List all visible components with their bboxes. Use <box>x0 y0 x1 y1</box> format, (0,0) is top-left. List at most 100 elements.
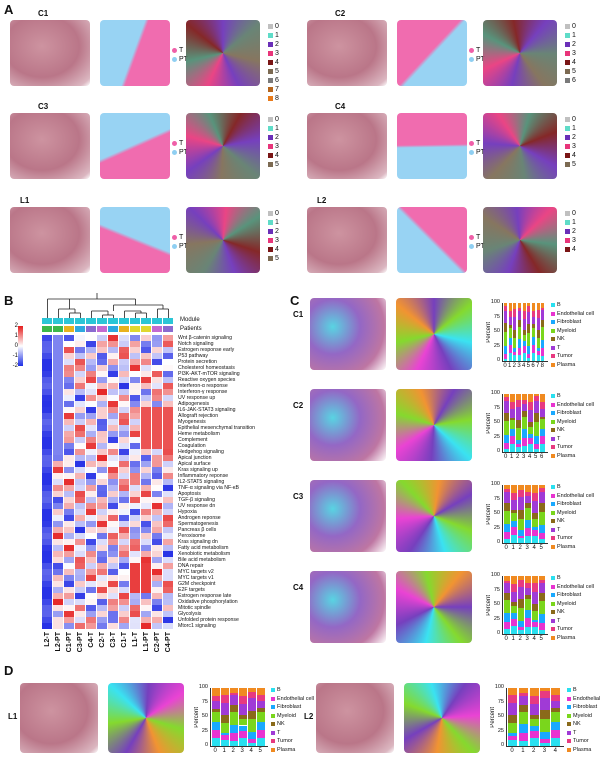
he-image-l1 <box>10 207 90 273</box>
bar-segment <box>532 583 538 592</box>
heatmap-cell <box>75 407 86 413</box>
bar-segment <box>525 491 531 497</box>
bar-segment <box>527 346 531 354</box>
heatmap-cell <box>86 455 97 461</box>
heatmap-cell <box>86 383 97 389</box>
bar-segment <box>532 576 538 584</box>
cluster-legend-text: 3 <box>275 50 279 57</box>
heatmap-cell <box>163 545 174 551</box>
heatmap-cell <box>152 569 163 575</box>
y-tick: 50 <box>493 328 500 334</box>
heatmap-cell <box>64 413 75 419</box>
heatmap-cell <box>42 491 53 497</box>
bar-segment <box>529 725 539 731</box>
heatmap-cell <box>75 593 86 599</box>
legend-swatch <box>551 311 555 316</box>
bar-segment <box>518 586 524 600</box>
heatmap-cell <box>53 617 64 623</box>
heatmap-cell <box>130 335 141 341</box>
heatmap-cell <box>152 467 163 473</box>
cluster-legend-item: 4 <box>268 58 279 67</box>
tpt-legend: T PT <box>469 139 485 157</box>
bar-segment <box>511 513 517 521</box>
bar-segment <box>525 527 531 537</box>
legend-swatch <box>551 584 555 589</box>
heatmap-cell <box>152 371 163 377</box>
legend-swatch <box>469 57 474 62</box>
bar-segment <box>212 722 220 731</box>
heatmap-cell <box>119 437 130 443</box>
heatmap-cell <box>130 515 141 521</box>
bar-segment <box>257 707 265 712</box>
heatmap-cell <box>97 389 108 395</box>
he-image-d-l1 <box>20 683 98 753</box>
module-cell <box>152 318 163 324</box>
bar-segment <box>212 701 220 709</box>
heatmap-cell <box>163 383 174 389</box>
heatmap-cell <box>130 611 141 617</box>
cell-type-text: NK <box>557 336 565 342</box>
y-axis-line <box>506 688 507 746</box>
pathway-label: E2F targets <box>178 586 205 593</box>
heatmap-cell <box>64 617 75 623</box>
heatmap-cell <box>163 437 174 443</box>
bar-segment <box>532 527 538 531</box>
heatmap-cell <box>141 605 152 611</box>
heatmap-cell <box>152 509 163 515</box>
bar-segment <box>518 576 524 581</box>
bar-segment <box>504 613 510 622</box>
cluster-legend-item: 1 <box>268 218 279 227</box>
tpt-map-c4 <box>397 113 467 179</box>
cell-type-legend-item: Myeloid <box>551 600 594 609</box>
bar-segment <box>239 688 247 697</box>
legend-swatch <box>551 345 555 350</box>
heatmap-cell <box>108 431 119 437</box>
legend-swatch <box>268 51 273 56</box>
cell-type-text: T <box>557 617 561 624</box>
heatmap-cell <box>75 383 86 389</box>
heatmap-cell <box>130 353 141 359</box>
pathway-label: Estrogen response late <box>178 592 232 599</box>
pathway-label: TGF-β signaling <box>178 496 216 503</box>
legend-swatch <box>551 485 555 490</box>
bar-segment <box>539 576 545 581</box>
bar-segment <box>510 420 515 429</box>
bar-segment <box>525 610 531 619</box>
heatmap-cell <box>42 431 53 437</box>
y-axis-line <box>502 394 503 452</box>
heatmap-cell <box>119 431 130 437</box>
x-tick: 4 <box>249 748 253 754</box>
sample-label-d-l2: L2 <box>304 712 314 721</box>
x-axis-line <box>502 543 548 544</box>
heatmap-cell <box>64 545 75 551</box>
heatmap-cell <box>130 395 141 401</box>
heatmap-cell <box>141 407 152 413</box>
heatmap-cell <box>163 473 174 479</box>
heatmap-cell <box>152 443 163 449</box>
heatmap-cell <box>119 413 130 419</box>
sample-label-c2: C2 <box>335 9 346 18</box>
heatmap-cell <box>108 515 119 521</box>
cell-type-text: Endothelial cell <box>557 310 594 317</box>
legend-swatch <box>565 211 570 216</box>
cluster-map-l2 <box>483 207 557 273</box>
pathway-label: Androgen reponse <box>178 514 221 521</box>
heatmap-cell <box>130 623 141 629</box>
heatmap-cell <box>42 401 53 407</box>
cell-type-legend-item: Tumor <box>271 737 314 746</box>
he-image-l2 <box>307 207 387 273</box>
heatmap-cell <box>163 377 174 383</box>
x-tick: 4 <box>522 363 526 369</box>
bar-segment <box>518 704 529 712</box>
heatmap-cell <box>108 341 119 347</box>
cell-type-text: Tumor <box>557 444 573 450</box>
cell-type-legend-item: B <box>567 686 600 695</box>
heatmap-cell <box>163 491 174 497</box>
spot-image-c1 <box>310 298 386 370</box>
heatmap-cell <box>42 617 53 623</box>
bar-segment <box>529 688 539 697</box>
cluster-legend-text: 1 <box>275 219 279 226</box>
bar-segment <box>532 500 538 513</box>
heatmap-cell <box>75 395 86 401</box>
pathway-label: Notch signaling <box>178 340 214 347</box>
